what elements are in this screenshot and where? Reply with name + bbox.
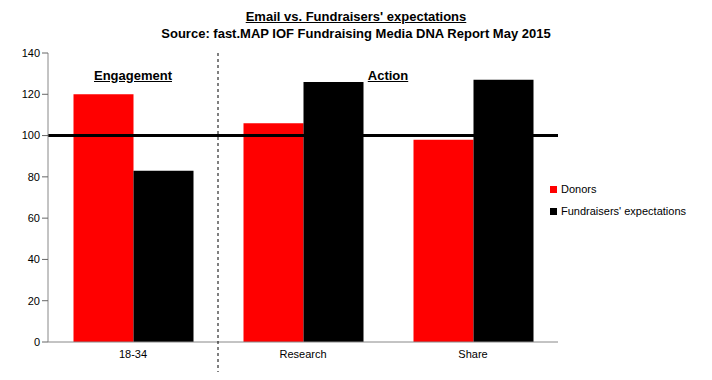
html-text:Fundraisers' expectations: Fundraisers' expectations [561,205,686,217]
html-text:Source: fast.MAP IOF Fundraisi: Source: fast.MAP IOF Fundraising Media D… [161,26,551,41]
html-text:Engagement: Engagement [94,68,172,83]
svg-text:80: 80 [28,171,40,183]
svg-text:20: 20 [28,295,40,307]
svg-text:Share: Share [458,348,487,360]
svg-text:140: 140 [22,47,40,59]
svg-text:0: 0 [34,336,40,348]
svg-text:18-34: 18-34 [119,348,147,360]
svg-text:40: 40 [28,253,40,265]
svg-text:Research: Research [279,348,326,360]
svg-text:60: 60 [28,212,40,224]
html-text:Email vs. Fundraisers' expecta: Email vs. Fundraisers' expectations [245,9,467,24]
html-text:Donors: Donors [561,183,597,195]
html-text:Action: Action [367,68,409,83]
svg-text:120: 120 [22,88,40,100]
svg-text:100: 100 [22,129,40,141]
